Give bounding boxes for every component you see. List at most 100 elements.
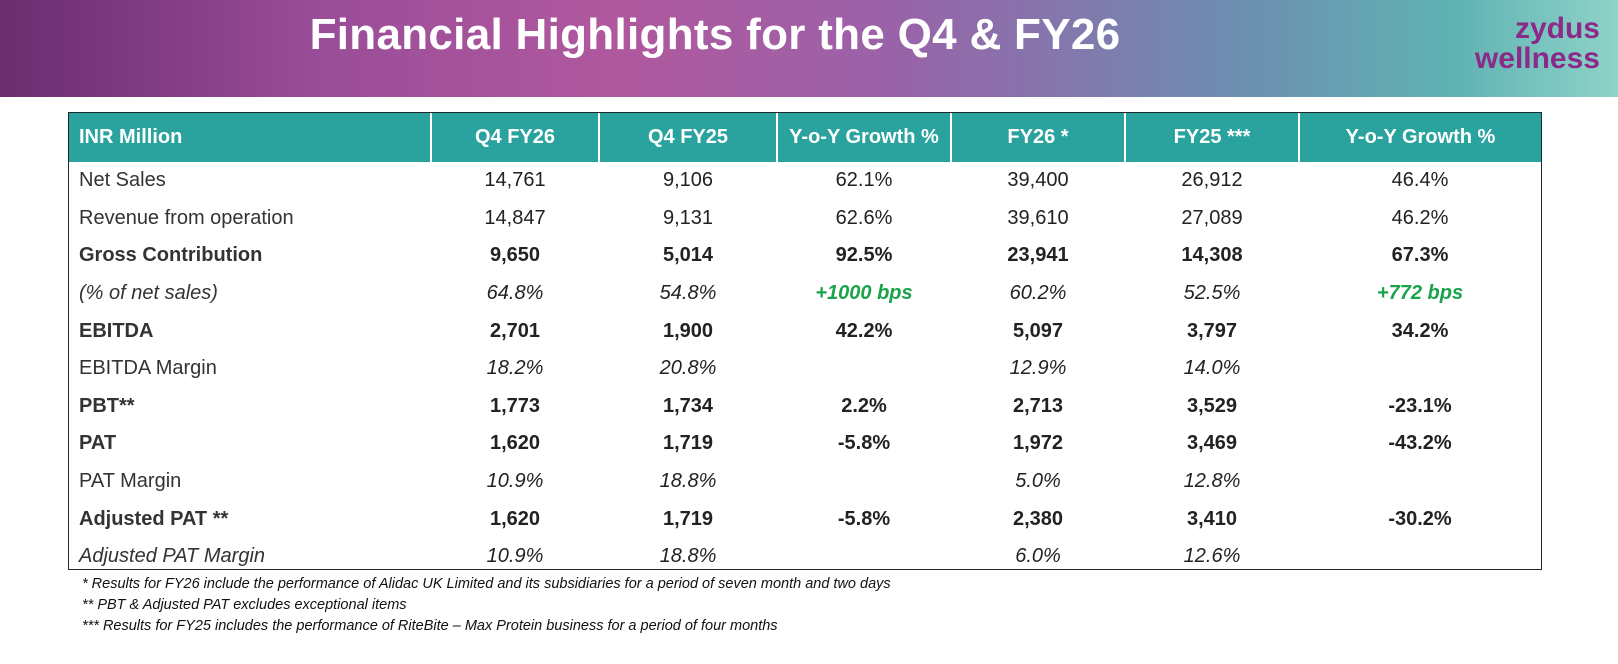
table-cell: -43.2% <box>1388 432 1452 455</box>
footnote: *** Results for FY25 includes the perfor… <box>82 618 778 634</box>
table-cell: 39,610 <box>1007 206 1069 229</box>
table-cell: 3,410 <box>1186 507 1238 530</box>
table-cell: 1,900 <box>662 319 714 342</box>
table-row: Revenue from operation 14,847 9,131 62.6… <box>69 200 1541 238</box>
table-cell: 1,773 <box>489 394 541 417</box>
bps-change-cell: +1000 bps <box>815 282 913 305</box>
row-label: Gross Contribution <box>79 244 263 267</box>
table-cell: 1,719 <box>662 507 714 530</box>
logo-line2: wellness <box>1474 42 1600 75</box>
table-cell: -5.8% <box>837 432 891 455</box>
col-header-metric: INR Million <box>69 113 432 162</box>
table-cell: 46.2% <box>1391 206 1449 229</box>
row-label: Revenue from operation <box>79 206 294 229</box>
table-cell: 2.2% <box>841 394 887 417</box>
table-cell: 9,650 <box>489 244 541 267</box>
table-cell: 52.5% <box>1183 282 1241 305</box>
table-cell: 1,620 <box>489 507 541 530</box>
table-cell: -23.1% <box>1388 394 1452 417</box>
table-cell: 12.8% <box>1183 470 1241 493</box>
table-cell: 39,400 <box>1007 169 1069 192</box>
table-cell: 20.8% <box>659 357 717 380</box>
table-row: EBITDA Margin 18.2% 20.8% 12.9% 14.0% <box>69 350 1541 388</box>
row-label: (% of net sales) <box>79 282 218 305</box>
page-title: Financial Highlights for the Q4 & FY26 <box>309 10 1121 59</box>
table-cell: 18.8% <box>659 545 717 568</box>
col-header-fy26: FY26 * <box>951 113 1126 162</box>
table-row: Gross Contribution 9,650 5,014 92.5% 23,… <box>69 237 1541 275</box>
bps-change-cell: +772 bps <box>1376 282 1464 305</box>
table-cell: 62.6% <box>835 206 893 229</box>
table-cell <box>1299 463 1541 501</box>
table-row: PBT** 1,773 1,734 2.2% 2,713 3,529 -23.1… <box>69 388 1541 426</box>
table-cell: 46.4% <box>1391 169 1449 192</box>
col-header-q4fy25: Q4 FY25 <box>599 113 778 162</box>
table-row: Net Sales 14,761 9,106 62.1% 39,400 26,9… <box>69 162 1541 200</box>
table-cell: 2,713 <box>1012 394 1064 417</box>
table-cell: 3,529 <box>1186 394 1238 417</box>
table-cell <box>777 350 951 388</box>
table-cell: 2,701 <box>489 319 541 342</box>
table-cell: 3,469 <box>1186 432 1238 455</box>
row-label: PAT Margin <box>79 470 182 493</box>
table-cell: 9,131 <box>662 206 714 229</box>
logo-line1: zydus <box>1514 12 1600 45</box>
table-cell: 64.8% <box>486 282 544 305</box>
table-cell: -30.2% <box>1388 507 1452 530</box>
table-cell: 14,308 <box>1181 244 1243 267</box>
table-cell: 5,014 <box>662 244 714 267</box>
table-cell: 54.8% <box>659 282 717 305</box>
table-cell: 6.0% <box>1015 545 1061 568</box>
table-row: Adjusted PAT ** 1,620 1,719 -5.8% 2,380 … <box>69 500 1541 538</box>
table-row: PAT 1,620 1,719 -5.8% 1,972 3,469 -43.2% <box>69 425 1541 463</box>
table-cell: 14.0% <box>1183 357 1241 380</box>
row-label: PBT** <box>79 394 135 417</box>
table-cell: 18.2% <box>486 357 544 380</box>
table-cell <box>777 538 951 576</box>
table-cell: 26,912 <box>1181 169 1243 192</box>
table-cell: 5.0% <box>1015 470 1061 493</box>
table-cell: 1,620 <box>489 432 541 455</box>
table-cell: 2,380 <box>1012 507 1064 530</box>
table-cell: 12.6% <box>1183 545 1241 568</box>
table-cell <box>1299 538 1541 576</box>
table-cell: 14,761 <box>484 169 546 192</box>
table-cell: 67.3% <box>1391 244 1449 267</box>
table-cell: 60.2% <box>1009 282 1067 305</box>
footnote: * Results for FY26 include the performan… <box>82 576 891 592</box>
row-label: EBITDA <box>79 319 154 342</box>
col-header-fy-growth: Y-o-Y Growth % <box>1299 113 1541 162</box>
table-cell: 14,847 <box>484 206 546 229</box>
table-cell: 5,097 <box>1012 319 1064 342</box>
brand-logo: zydus wellness <box>1470 4 1604 84</box>
table-cell: 1,972 <box>1012 432 1064 455</box>
row-label: Adjusted PAT ** <box>79 507 229 530</box>
table-header-row: INR Million Q4 FY26 Q4 FY25 Y-o-Y Growth… <box>69 113 1541 162</box>
col-header-fy25: FY25 *** <box>1125 113 1300 162</box>
table-cell: 18.8% <box>659 470 717 493</box>
table-cell: 3,797 <box>1186 319 1238 342</box>
row-label: EBITDA Margin <box>79 357 217 380</box>
row-label: PAT <box>79 432 117 455</box>
col-header-q4fy26: Q4 FY26 <box>431 113 600 162</box>
table-row: Adjusted PAT Margin 10.9% 18.8% 6.0% 12.… <box>69 538 1541 576</box>
table-row: (% of net sales) 64.8% 54.8% +1000 bps 6… <box>69 275 1541 313</box>
table-cell: 9,106 <box>662 169 714 192</box>
row-label: Net Sales <box>79 169 166 192</box>
table-cell: 62.1% <box>835 169 893 192</box>
footnotes: * Results for FY26 include the performan… <box>82 574 891 637</box>
table-row: PAT Margin 10.9% 18.8% 5.0% 12.8% <box>69 463 1541 501</box>
header-banner: Financial Highlights for the Q4 & FY26 z… <box>0 0 1618 97</box>
table-cell <box>1299 350 1541 388</box>
footnote: ** PBT & Adjusted PAT excludes exception… <box>82 597 407 613</box>
row-label: Adjusted PAT Margin <box>79 545 266 568</box>
table-cell: 1,719 <box>662 432 714 455</box>
table-cell: 12.9% <box>1009 357 1067 380</box>
table-row: EBITDA 2,701 1,900 42.2% 5,097 3,797 34.… <box>69 312 1541 350</box>
table-cell: 23,941 <box>1007 244 1069 267</box>
table-cell: -5.8% <box>837 507 891 530</box>
table-cell: 34.2% <box>1391 319 1449 342</box>
table-cell: 27,089 <box>1181 206 1243 229</box>
table-cell: 10.9% <box>486 545 544 568</box>
table-cell: 1,734 <box>662 394 714 417</box>
